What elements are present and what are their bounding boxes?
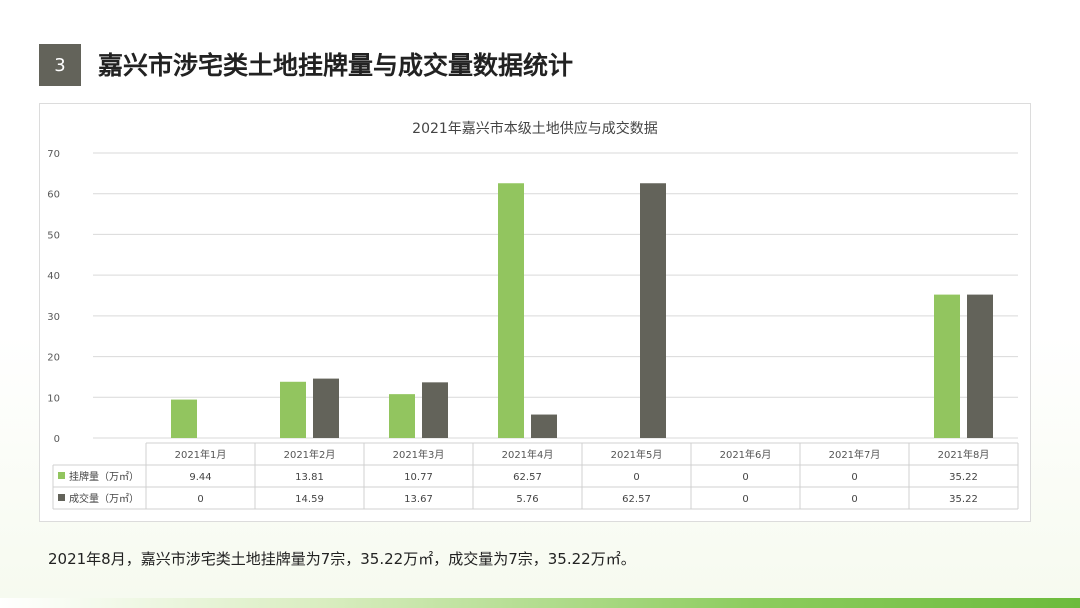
data-label: 9.44 xyxy=(189,472,211,483)
x-category-label: 2021年7月 xyxy=(829,448,881,461)
data-label: 0 xyxy=(197,494,203,505)
data-label: 5.76 xyxy=(516,494,538,505)
bar-listing xyxy=(171,399,197,438)
chart-card: 2021年嘉兴市本级土地供应与成交数据 0 10 20 30 40 50 60 70 2021年1… xyxy=(39,103,1031,522)
x-category-label: 2021年4月 xyxy=(502,448,554,461)
data-label: 0 xyxy=(851,472,857,483)
y-tick-label: 0 xyxy=(54,434,60,445)
y-tick-label: 40 xyxy=(47,271,60,282)
bar-listing xyxy=(280,381,306,438)
y-tick-label: 50 xyxy=(47,230,60,241)
legend-swatch xyxy=(58,494,65,501)
data-label: 10.77 xyxy=(404,472,433,483)
x-category-label: 2021年5月 xyxy=(611,448,663,461)
data-label: 35.22 xyxy=(949,472,978,483)
bar-deal xyxy=(422,382,448,438)
chart-title: 2021年嘉兴市本级土地供应与成交数据 xyxy=(412,120,658,137)
data-label: 0 xyxy=(742,472,748,483)
legend-label: 成交量（万㎡） xyxy=(69,492,139,505)
data-label: 35.22 xyxy=(949,494,978,505)
y-tick-label: 20 xyxy=(47,353,60,364)
section-number-badge: 3 xyxy=(39,44,81,86)
data-label: 0 xyxy=(633,472,639,483)
page-title: 嘉兴市涉宅类土地挂牌量与成交量数据统计 xyxy=(98,51,574,80)
y-tick-label: 70 xyxy=(47,149,60,160)
data-label: 62.57 xyxy=(513,472,542,483)
data-label: 0 xyxy=(742,494,748,505)
y-tick-label: 30 xyxy=(47,312,60,323)
bar-deal xyxy=(313,378,339,438)
decorative-bottom-bar xyxy=(0,598,1080,608)
data-label: 14.59 xyxy=(295,494,324,505)
x-category-label: 2021年2月 xyxy=(284,448,336,461)
y-tick-label: 60 xyxy=(47,190,60,201)
legend-swatch xyxy=(58,472,65,479)
legend-label: 挂牌量（万㎡） xyxy=(69,470,139,483)
bar-listing xyxy=(389,394,415,438)
data-label: 62.57 xyxy=(622,494,651,505)
x-category-label: 2021年1月 xyxy=(175,448,227,461)
y-tick-label: 10 xyxy=(47,393,60,404)
bar-chart: 2021年嘉兴市本级土地供应与成交数据 0 10 20 30 40 50 60 70 2021年1… xyxy=(47,120,1019,510)
summary-text: 2021年8月，嘉兴市涉宅类土地挂牌量为7宗，35.22万㎡，成交量为7宗，35… xyxy=(48,550,636,568)
bar-listing xyxy=(934,294,960,438)
data-label: 13.67 xyxy=(404,494,433,505)
data-label: 0 xyxy=(851,494,857,505)
data-label: 13.81 xyxy=(295,472,324,483)
bar-deal xyxy=(967,294,993,438)
x-category-label: 2021年6月 xyxy=(720,448,772,461)
bar-deal xyxy=(640,183,666,438)
x-category-label: 2021年3月 xyxy=(393,448,445,461)
x-category-label: 2021年8月 xyxy=(938,448,990,461)
bar-listing xyxy=(498,183,524,438)
bar-deal xyxy=(531,414,557,438)
